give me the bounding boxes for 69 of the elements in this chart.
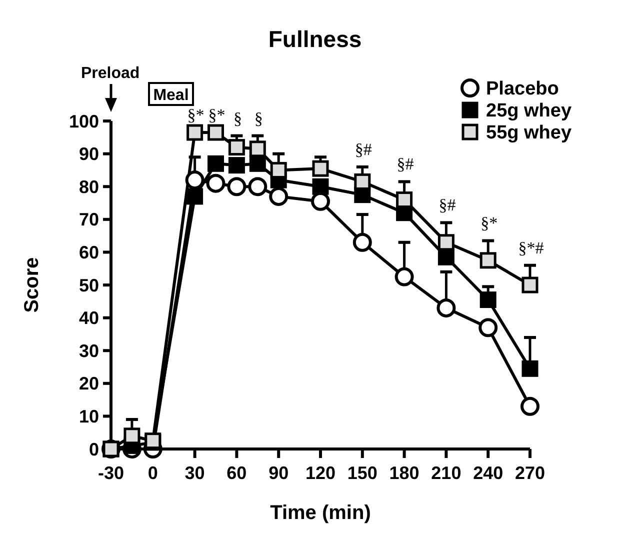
y-tick-label: 20 <box>78 374 99 394</box>
x-tick-label: 240 <box>473 463 504 483</box>
y-axis-title: Score <box>21 257 43 313</box>
point <box>124 428 140 444</box>
y-tick-label: 80 <box>78 176 99 197</box>
annotation: §* <box>187 105 204 124</box>
point <box>186 124 204 141</box>
y-tick-label: 60 <box>78 242 99 262</box>
y-tick-label: 50 <box>78 275 99 296</box>
point <box>249 140 266 158</box>
y-tick-label: 70 <box>78 210 99 230</box>
text: Meal <box>153 87 189 104</box>
x-tick-label: -30 <box>98 463 124 483</box>
point <box>354 173 371 190</box>
x-tick-label: 120 <box>305 463 336 483</box>
text: Preload <box>81 65 140 82</box>
point <box>478 318 498 338</box>
x-tick-label: 270 <box>514 463 546 483</box>
point <box>185 170 204 190</box>
point <box>522 360 538 377</box>
point <box>228 138 245 156</box>
x-tick-label: 60 <box>226 463 247 483</box>
y-tick-label: 0 <box>88 439 99 460</box>
annotation: §* <box>208 105 226 124</box>
point <box>208 155 224 172</box>
x-tick-label: 210 <box>431 463 462 483</box>
point <box>227 177 246 196</box>
point <box>206 174 226 193</box>
point <box>396 191 413 208</box>
x-tick-label: 0 <box>148 463 158 483</box>
x-axis-title: Time (min) <box>270 502 371 524</box>
point <box>186 188 204 205</box>
annotation: §* <box>480 214 498 233</box>
point <box>520 396 540 416</box>
y-tick-label: 10 <box>78 406 99 426</box>
annotation: § <box>233 108 242 128</box>
chart-title: Fullness <box>268 26 362 52</box>
y-tick-label: 90 <box>78 144 99 164</box>
point <box>208 124 224 141</box>
x-tick-label: 150 <box>347 463 378 483</box>
annotation: §# <box>396 154 414 174</box>
x-tick-label: 180 <box>389 463 420 483</box>
x-tick-label: 90 <box>268 463 289 483</box>
point <box>228 157 245 174</box>
y-tick-label: 30 <box>78 340 99 361</box>
y-tick-label: 100 <box>68 111 99 132</box>
annotation: § <box>254 108 263 128</box>
point <box>480 252 496 269</box>
point <box>269 186 288 206</box>
point <box>394 267 414 286</box>
point <box>438 234 454 251</box>
point <box>249 155 266 172</box>
y-tick-label: 40 <box>78 308 99 328</box>
point <box>312 178 329 195</box>
point <box>312 160 329 177</box>
x-tick-label: 30 <box>184 463 205 483</box>
annotation: §# <box>354 140 372 159</box>
legend-label: 25g whey <box>486 100 572 122</box>
point <box>436 298 456 318</box>
annotation: §# <box>438 196 456 215</box>
point <box>352 232 372 252</box>
point <box>480 292 496 308</box>
legend-label: Placebo <box>486 78 559 100</box>
legend-label: 55g whey <box>486 122 572 144</box>
annotation: §*# <box>518 238 544 258</box>
point <box>270 162 287 178</box>
point <box>522 276 538 294</box>
point <box>248 177 268 196</box>
point <box>438 248 454 266</box>
